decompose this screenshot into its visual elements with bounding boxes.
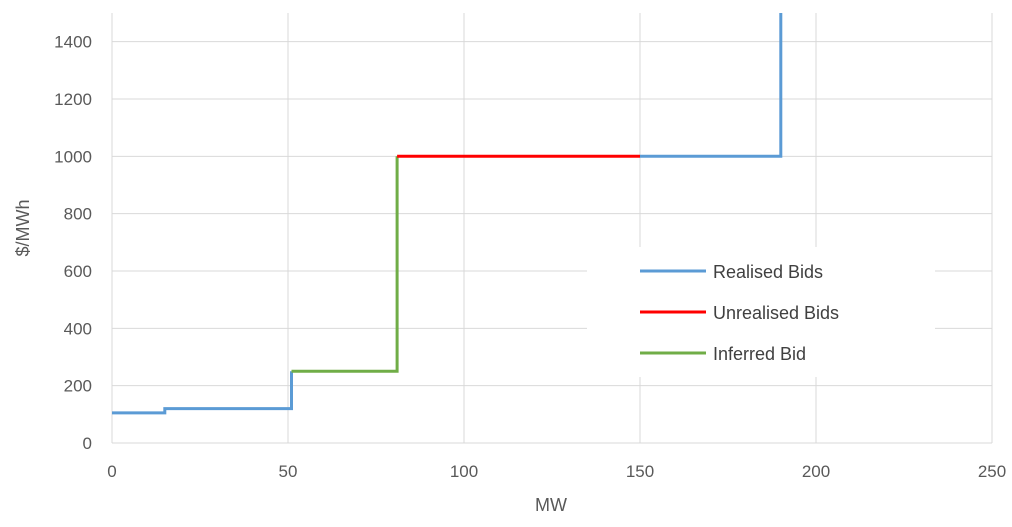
- legend-label: Unrealised Bids: [713, 303, 839, 323]
- y-tick-label: 400: [64, 319, 92, 338]
- x-tick-label: 50: [279, 462, 298, 481]
- y-tick-label: 200: [64, 377, 92, 396]
- series-line-realised-bids: [640, 13, 783, 158]
- y-axis-ticks: 0 200 400 600 800 1000 1200 1400: [54, 33, 92, 453]
- y-tick-label: 1200: [54, 90, 92, 109]
- y-tick-label: 0: [83, 434, 92, 453]
- legend-label: Inferred Bid: [713, 344, 806, 364]
- legend: Realised Bids Unrealised Bids Inferred Bid: [587, 247, 935, 377]
- y-tick-label: 1000: [54, 147, 92, 166]
- x-tick-label: 150: [626, 462, 654, 481]
- legend-label: Realised Bids: [713, 262, 823, 282]
- series-line-realised-bids: [112, 371, 293, 415]
- y-tick-label: 1400: [54, 33, 92, 52]
- x-tick-label: 250: [978, 462, 1006, 481]
- y-axis-title: $/MWh: [13, 199, 33, 256]
- y-tick-label: 800: [64, 205, 92, 224]
- x-axis-ticks: 0 50 100 150 200 250: [107, 462, 1006, 481]
- y-tick-label: 600: [64, 262, 92, 281]
- x-axis-title: MW: [535, 495, 567, 515]
- grid: [111, 13, 993, 444]
- series-line-inferred-bid: [291, 156, 399, 373]
- x-tick-label: 100: [450, 462, 478, 481]
- series-lines: [112, 13, 783, 415]
- x-tick-label: 0: [107, 462, 116, 481]
- x-tick-label: 200: [802, 462, 830, 481]
